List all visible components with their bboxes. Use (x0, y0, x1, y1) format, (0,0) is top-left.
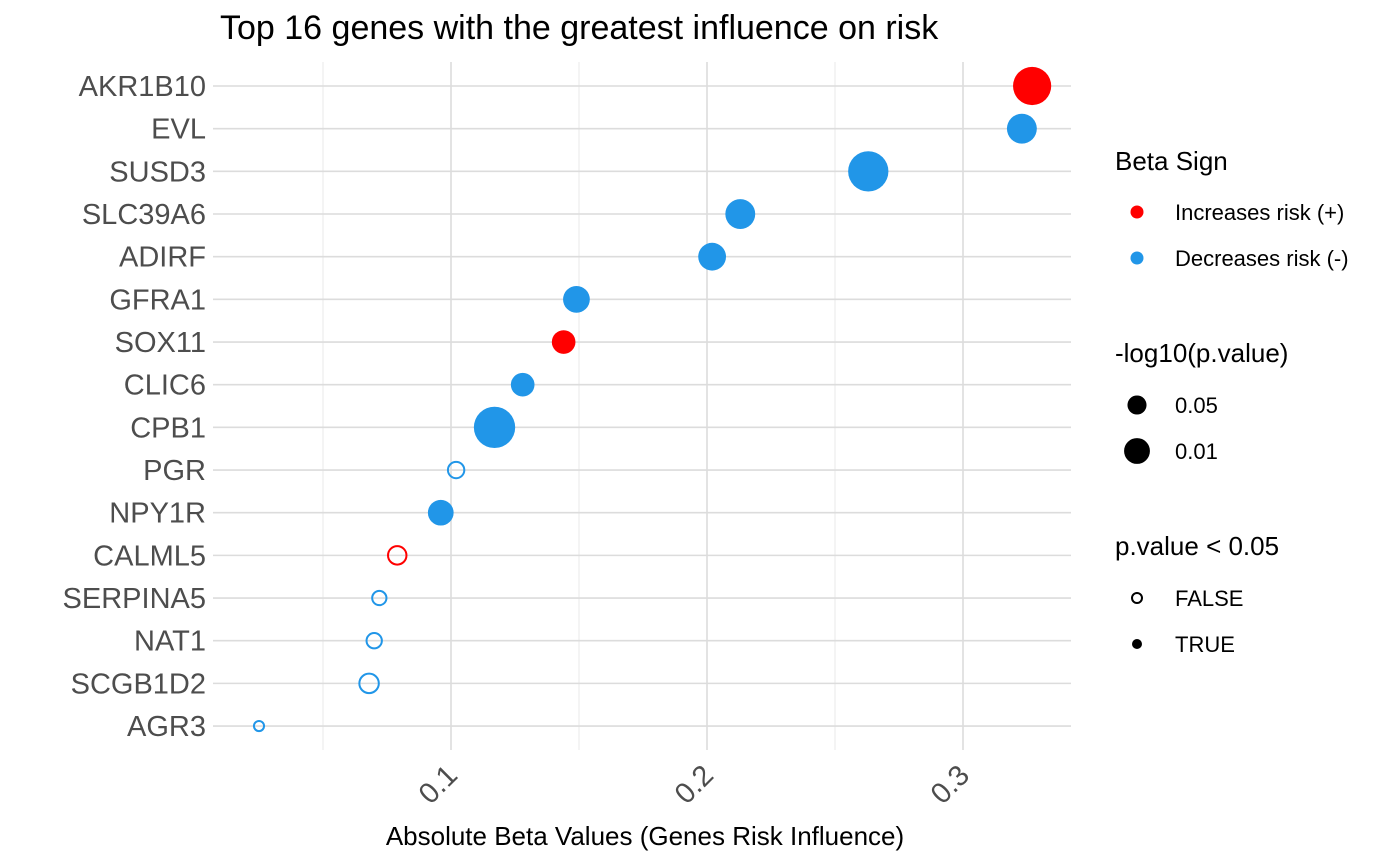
x-tick-label: 0.2 (669, 759, 720, 810)
y-tick-label: GFRA1 (109, 284, 206, 316)
y-tick-label: SERPINA5 (63, 583, 206, 615)
chart-title: Top 16 genes with the greatest influence… (220, 9, 939, 47)
data-point-serpina5 (371, 589, 388, 607)
data-point-agr3 (252, 719, 266, 733)
data-point-pgr (446, 460, 466, 480)
x-axis-tick-labels: 0.1 0.2 0.3 (413, 759, 976, 810)
data-point-susd3 (848, 151, 889, 192)
legend-item-label: Decreases risk (-) (1175, 246, 1349, 271)
legend-item-label: TRUE (1175, 632, 1235, 657)
y-axis-tick-labels: AKR1B10 EVL SUSD3 SLC39A6 ADIRF GFRA1 SOX11 CLI… (63, 71, 206, 743)
data-point-slc39a6 (725, 199, 756, 229)
legend-item-label: 0.01 (1175, 439, 1218, 464)
y-tick-label: AGR3 (127, 711, 206, 743)
legend-size-swatch (1127, 395, 1147, 415)
x-tick-label: 0.1 (413, 759, 464, 810)
data-point-gfra1 (563, 285, 590, 313)
data-point-scgb1d2 (358, 672, 380, 695)
grid-lines (213, 62, 1071, 750)
data-points (252, 66, 1052, 733)
legend-size-swatch (1124, 438, 1150, 464)
y-tick-label: SOX11 (115, 327, 206, 359)
legend-shape-swatch (1132, 639, 1142, 649)
data-point-clic6 (510, 372, 535, 397)
legend-title-beta-sign: Beta Sign (1115, 146, 1228, 176)
y-tick-label: NPY1R (109, 498, 206, 530)
data-point-npy1r (427, 499, 454, 526)
legend-item-label: FALSE (1175, 586, 1243, 611)
data-point-nat1 (365, 632, 383, 650)
legend-item-label: 0.05 (1175, 393, 1218, 418)
y-tick-label: SUSD3 (109, 156, 206, 188)
legend-color-swatch (1130, 205, 1144, 219)
data-point-sox11 (551, 330, 576, 354)
legend-color-swatch (1130, 251, 1144, 265)
y-tick-label: SLC39A6 (82, 199, 206, 231)
data-point-calml5 (387, 545, 408, 566)
y-tick-label: CALML5 (93, 540, 206, 572)
data-point-adirf (698, 242, 727, 271)
x-axis-label: Absolute Beta Values (Genes Risk Influen… (386, 821, 904, 851)
y-tick-label: NAT1 (134, 626, 206, 658)
y-tick-label: CLIC6 (124, 370, 206, 402)
y-tick-label: EVL (151, 114, 206, 146)
legend-title-significance: p.value < 0.05 (1115, 531, 1279, 561)
data-point-cpb1 (473, 406, 516, 449)
legend-item-label: Increases risk (+) (1175, 200, 1344, 225)
legend-title-pvalue-size: -log10(p.value) (1115, 338, 1288, 368)
legend-shape-swatch (1131, 592, 1143, 604)
y-tick-label: CPB1 (130, 412, 206, 444)
legend: Beta Sign Increases risk (+) Decreases ris… (1115, 146, 1349, 657)
y-tick-label: ADIRF (119, 242, 206, 274)
data-point-evl (1006, 113, 1037, 144)
data-point-akr1b10 (1013, 66, 1052, 106)
x-tick-label: 0.3 (925, 759, 976, 810)
y-tick-label: SCGB1D2 (71, 668, 206, 700)
y-tick-label: AKR1B10 (79, 71, 206, 103)
y-tick-label: PGR (143, 455, 206, 487)
